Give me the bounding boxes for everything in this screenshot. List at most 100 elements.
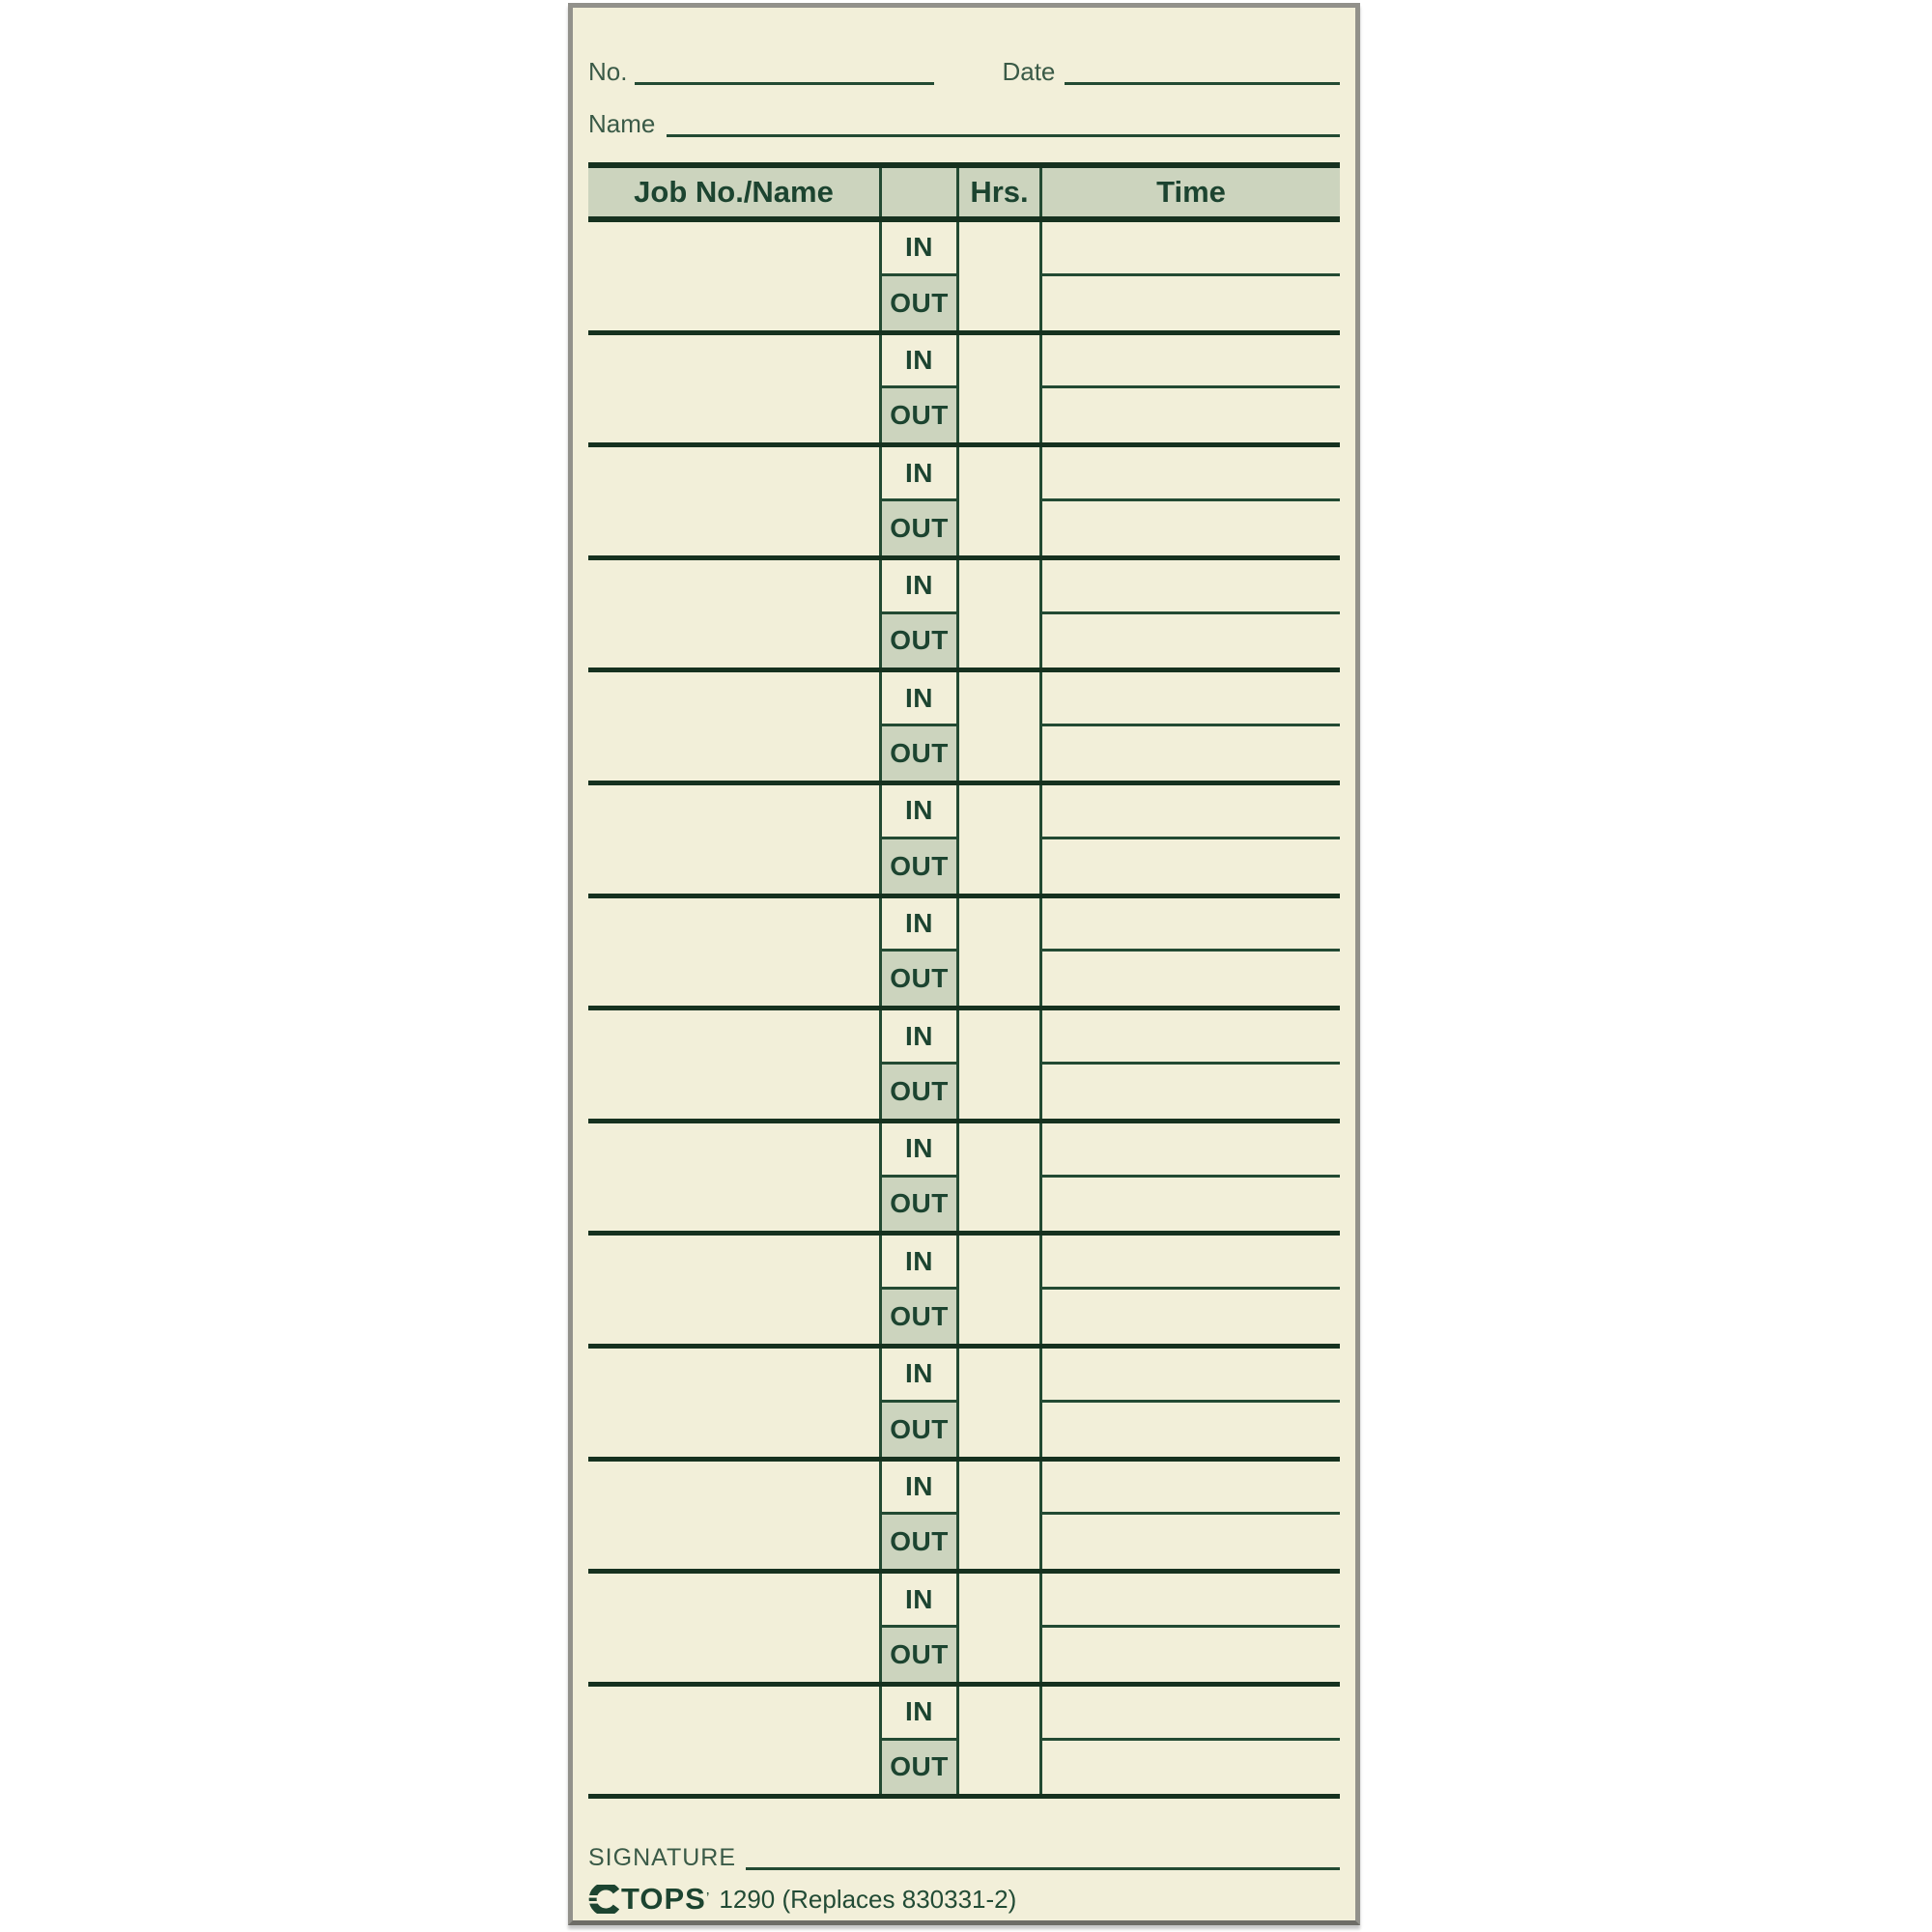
no-write-line — [635, 75, 935, 85]
time-out-cell — [1042, 1065, 1340, 1119]
time-in-cell — [1042, 1574, 1340, 1628]
header-time: Time — [1156, 175, 1226, 209]
hrs-cell — [959, 222, 1042, 330]
header-job-no-name: Job No./Name — [588, 168, 882, 216]
time-in-cell — [1042, 1349, 1340, 1403]
time-out-cell — [1042, 1178, 1340, 1232]
time-out-cell — [1042, 952, 1340, 1006]
out-label: OUT — [882, 952, 959, 1007]
in-label: IN — [882, 1236, 959, 1291]
date-label: Date — [1002, 57, 1056, 86]
job-row: IN OUT — [588, 1236, 1340, 1349]
name-row: Name — [588, 102, 1340, 139]
brand-trademark: ’ — [705, 1890, 710, 1908]
out-label: OUT — [882, 1515, 959, 1570]
header-in-out-blank — [882, 168, 959, 216]
job-row: IN OUT — [588, 672, 1340, 785]
out-label: OUT — [882, 388, 959, 443]
time-in-cell — [1042, 1687, 1340, 1741]
job-row: IN OUT — [588, 1686, 1340, 1800]
in-label: IN — [882, 559, 959, 614]
job-cell — [588, 784, 882, 894]
job-row: IN OUT — [588, 222, 1340, 335]
job-row: IN OUT — [588, 447, 1340, 560]
job-row: IN OUT — [588, 784, 1340, 898]
out-label: OUT — [882, 726, 959, 781]
job-cell — [588, 1461, 882, 1570]
brand-name: TOPS — [621, 1882, 706, 1917]
signature-write-line — [746, 1861, 1340, 1871]
out-label: OUT — [882, 613, 959, 668]
hrs-cell — [959, 1236, 1042, 1344]
out-label: OUT — [882, 1290, 959, 1344]
time-in-cell — [1042, 560, 1340, 614]
time-in-cell — [1042, 1123, 1340, 1178]
job-cell — [588, 1122, 882, 1232]
time-out-cell — [1042, 276, 1340, 330]
product-info: 1290 (Replaces 830331-2) — [719, 1884, 1017, 1914]
in-label: IN — [882, 1686, 959, 1741]
out-label: OUT — [882, 500, 959, 555]
job-cell — [588, 672, 882, 781]
hrs-cell — [959, 1010, 1042, 1119]
time-in-cell — [1042, 222, 1340, 276]
time-out-cell — [1042, 388, 1340, 442]
hrs-cell — [959, 897, 1042, 1007]
job-cell — [588, 1574, 882, 1682]
no-date-row: No. Date — [588, 50, 1340, 87]
signature-row: SIGNATURE — [588, 1839, 1340, 1872]
time-in-cell — [1042, 447, 1340, 501]
job-cell — [588, 1010, 882, 1119]
hrs-cell — [959, 334, 1042, 443]
name-write-line — [667, 128, 1340, 137]
header-hrs: Hrs. — [959, 168, 1042, 216]
hrs-cell — [959, 559, 1042, 668]
in-label: IN — [882, 334, 959, 389]
in-label: IN — [882, 897, 959, 952]
in-label: IN — [882, 447, 959, 501]
time-in-cell — [1042, 898, 1340, 952]
hrs-cell — [959, 1574, 1042, 1682]
time-in-cell — [1042, 1462, 1340, 1516]
job-cell — [588, 447, 882, 555]
in-label: IN — [882, 222, 959, 276]
job-cell — [588, 897, 882, 1007]
time-out-cell — [1042, 1628, 1340, 1682]
time-out-cell — [1042, 726, 1340, 781]
job-cell — [588, 222, 882, 330]
time-in-cell — [1042, 672, 1340, 727]
out-label: OUT — [882, 1402, 959, 1457]
job-row: IN OUT — [588, 559, 1340, 673]
time-out-cell — [1042, 839, 1340, 894]
no-label: No. — [588, 57, 628, 86]
time-out-cell — [1042, 614, 1340, 668]
date-write-line — [1065, 75, 1340, 85]
name-label: Name — [588, 109, 656, 138]
out-label: OUT — [882, 1627, 959, 1682]
time-in-cell — [1042, 335, 1340, 389]
job-cell — [588, 1348, 882, 1457]
job-row: IN OUT — [588, 1348, 1340, 1462]
hrs-cell — [959, 1686, 1042, 1795]
in-label: IN — [882, 1574, 959, 1628]
time-out-cell — [1042, 1403, 1340, 1457]
job-row: IN OUT — [588, 897, 1340, 1011]
time-out-cell — [1042, 1741, 1340, 1795]
out-label: OUT — [882, 1177, 959, 1232]
out-label: OUT — [882, 275, 959, 330]
in-label: IN — [882, 1461, 959, 1516]
hrs-cell — [959, 672, 1042, 781]
job-cell — [588, 559, 882, 668]
time-in-cell — [1042, 785, 1340, 839]
tops-logo-icon — [588, 1885, 619, 1915]
job-row: IN OUT — [588, 334, 1340, 448]
out-label: OUT — [882, 838, 959, 894]
job-row: IN OUT — [588, 1461, 1340, 1575]
time-out-cell — [1042, 1290, 1340, 1344]
table-header-row: Job No./Name Hrs. Time — [588, 162, 1340, 222]
hrs-cell — [959, 1348, 1042, 1457]
table-body: IN OUT IN OUT IN OUT IN OUT IN OUT IN OUT IN OUT IN OUT… — [588, 222, 1340, 1800]
hrs-cell — [959, 1122, 1042, 1232]
job-row: IN OUT — [588, 1574, 1340, 1687]
